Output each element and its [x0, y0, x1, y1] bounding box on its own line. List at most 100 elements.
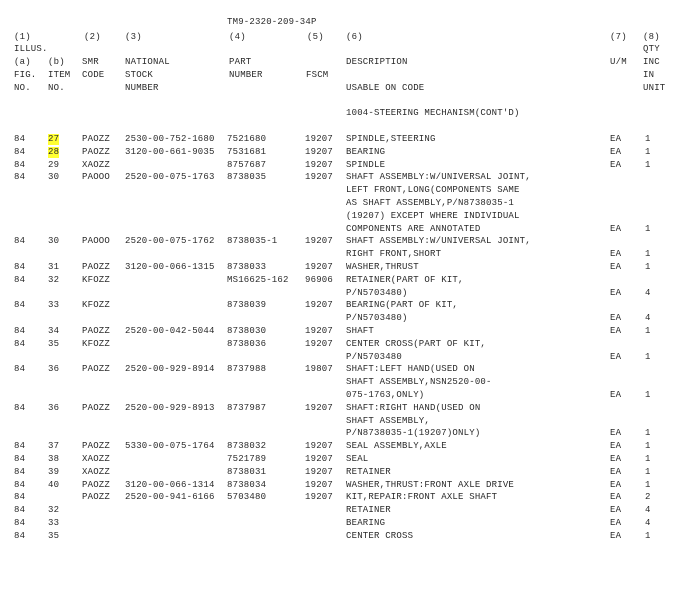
row-um: EA — [610, 441, 622, 452]
row-fscm: 19207 — [305, 454, 334, 464]
row-nsn: 5330-00-075-1764 — [125, 441, 215, 452]
row-nsn: 2520-00-929-8914 — [125, 364, 215, 375]
col1a-label-1: FIG. — [14, 70, 37, 80]
row-um: EA — [610, 390, 622, 400]
row-description-line: (19207) EXCEPT WHERE INDIVIDUAL — [346, 210, 520, 221]
row-qty: 1 — [645, 428, 651, 439]
row-description-line: KIT,REPAIR:FRONT AXLE SHAFT — [346, 492, 498, 503]
col8-label-4: UNIT — [643, 83, 666, 93]
row-smr: PAOZZ — [82, 326, 111, 336]
row-description-line: SHAFT ASSEMBLY:W/UNIVERSAL JOINT, — [346, 172, 531, 183]
row-part: 7521680 — [227, 134, 267, 144]
row-nsn: 2520-00-075-1762 — [125, 236, 215, 247]
row-nsn: 2520-00-042-5044 — [125, 326, 215, 336]
row-item: 32 — [48, 274, 60, 285]
row-item: 33 — [48, 300, 60, 311]
row-um: EA — [610, 530, 622, 541]
col6-label-2: USABLE ON CODE — [346, 83, 425, 93]
row-fig: 84 — [14, 172, 26, 183]
row-qty: 1 — [645, 466, 651, 477]
row-qty: 1 — [645, 326, 651, 336]
row-um: EA — [610, 466, 622, 477]
col3-label-1: NATIONAL — [125, 57, 170, 67]
row-qty: 1 — [645, 479, 651, 490]
row-qty: 1 — [645, 351, 651, 362]
row-qty: 1 — [645, 390, 651, 400]
row-description-line: SHAFT ASSEMBLY,NSN2520-00- — [346, 377, 492, 388]
row-item: 32 — [48, 505, 60, 516]
row-qty: 1 — [645, 146, 651, 157]
col4-number: (4) — [229, 32, 246, 42]
row-description-line: LEFT FRONT,LONG(COMPONENTS SAME — [346, 185, 520, 196]
row-description-line: RIGHT FRONT,SHORT — [346, 249, 442, 260]
row-description-line: AS SHAFT ASSEMBLY,P/N8738035-1 — [346, 198, 515, 208]
row-um: EA — [610, 326, 622, 336]
row-fscm: 19207 — [305, 262, 334, 272]
row-part: 8738031 — [227, 466, 267, 477]
row-description-line: BEARING — [346, 146, 386, 157]
row-fig: 84 — [14, 236, 26, 247]
col1b-number: (b) — [48, 57, 65, 67]
row-part: 7521789 — [227, 454, 267, 464]
row-um: EA — [610, 454, 622, 464]
row-smr: PAOZZ — [82, 402, 111, 413]
row-um: EA — [610, 351, 622, 362]
col1-number: (1) — [14, 32, 31, 42]
row-smr: KFOZZ — [82, 274, 111, 285]
row-fig: 84 — [14, 479, 26, 490]
col1a-number: (a) — [14, 57, 31, 67]
row-description-line: P/N5703480) — [346, 287, 408, 298]
row-description-line: WASHER,THRUST:FRONT AXLE DRIVE — [346, 479, 515, 490]
row-item: 30 — [48, 172, 60, 183]
row-fscm: 19207 — [305, 134, 334, 144]
row-nsn: 3120-00-066-1314 — [125, 479, 215, 490]
row-description-line: COMPONENTS ARE ANNOTATED — [346, 223, 481, 234]
row-fig: 84 — [14, 326, 26, 336]
row-part: 8738035-1 — [227, 236, 278, 247]
row-fig: 84 — [14, 454, 26, 464]
row-smr: PAOZZ — [82, 441, 111, 452]
row-fig: 84 — [14, 274, 26, 285]
row-fig: 84 — [14, 300, 26, 311]
col2-label-2: CODE — [82, 70, 105, 80]
row-part: 8738034 — [227, 479, 267, 490]
row-description-line: SHAFT ASSEMBLY:W/UNIVERSAL JOINT, — [346, 236, 531, 247]
row-fscm: 96906 — [305, 274, 334, 285]
col8-label-2: INC — [643, 57, 660, 67]
row-item: 31 — [48, 262, 60, 272]
row-um: EA — [610, 505, 622, 516]
row-item: 27 — [48, 134, 60, 145]
row-description-line: CENTER CROSS(PART OF KIT, — [346, 338, 487, 349]
row-qty: 1 — [645, 249, 651, 260]
row-um: EA — [610, 134, 622, 144]
row-part: 8737987 — [227, 402, 267, 413]
row-nsn: 2530-00-752-1680 — [125, 134, 215, 144]
row-description-line: P/N5703480) — [346, 313, 408, 324]
row-item: 30 — [48, 236, 60, 247]
row-item: 38 — [48, 454, 60, 464]
row-item: 28 — [48, 146, 60, 158]
col2-label-1: SMR — [82, 57, 99, 67]
col1b-label-2: NO. — [48, 83, 65, 93]
col5-label: FSCM — [306, 70, 329, 80]
row-description-line: P/N5703480 — [346, 351, 403, 362]
col6-number: (6) — [346, 32, 363, 42]
row-item: 35 — [48, 338, 60, 349]
row-um: EA — [610, 287, 622, 298]
row-qty: 4 — [645, 313, 651, 324]
col3-number: (3) — [125, 32, 142, 42]
row-um: EA — [610, 313, 622, 324]
row-description-line: SHAFT:RIGHT HAND(USED ON — [346, 402, 481, 413]
row-smr: PAOOO — [82, 172, 111, 183]
row-fscm: 19207 — [305, 159, 334, 170]
row-fscm: 19207 — [305, 300, 334, 311]
row-fscm: 19207 — [305, 479, 334, 490]
row-fscm: 19207 — [305, 441, 334, 452]
row-fscm: 19207 — [305, 402, 334, 413]
row-smr: XAOZZ — [82, 454, 111, 464]
row-um: EA — [610, 479, 622, 490]
row-part: 8738030 — [227, 326, 267, 336]
col1-label: ILLUS. — [14, 44, 48, 54]
row-fig: 84 — [14, 505, 26, 516]
